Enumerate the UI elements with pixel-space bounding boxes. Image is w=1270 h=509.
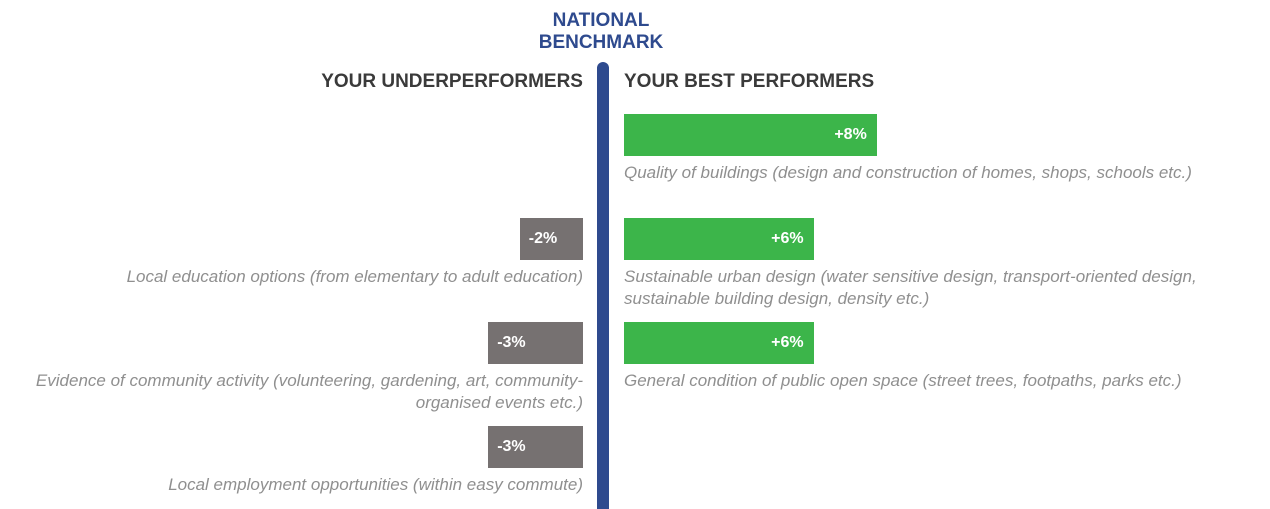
category-label: Quality of buildings (design and constru… [624, 163, 1192, 182]
bar: +8% [624, 114, 877, 156]
category-label: Sustainable urban design (water sensitiv… [624, 267, 1197, 308]
value-label: -3% [497, 438, 526, 455]
chart-title: NATIONAL BENCHMARK [538, 10, 664, 53]
value-label: +6% [771, 230, 804, 247]
category-label: General condition of public open space (… [624, 371, 1182, 390]
category-label: Local education options (from elementary… [126, 267, 583, 286]
value-label: +6% [771, 334, 804, 351]
value-label: -3% [497, 334, 526, 351]
category-label: Evidence of community activity (voluntee… [35, 371, 583, 412]
benchmark-line [597, 62, 609, 509]
bar: -3% [488, 322, 583, 364]
legend-right: YOUR BEST PERFORMERS [624, 71, 875, 92]
bar: -2% [519, 218, 583, 260]
category-label: Local employment opportunities (within e… [168, 475, 583, 494]
legend-left: YOUR UNDERPERFORMERS [321, 71, 583, 92]
value-label: -2% [528, 230, 558, 247]
bar: +6% [624, 322, 814, 364]
value-label: +8% [834, 126, 867, 143]
bar: -3% [488, 426, 583, 468]
bar: +6% [624, 218, 814, 260]
